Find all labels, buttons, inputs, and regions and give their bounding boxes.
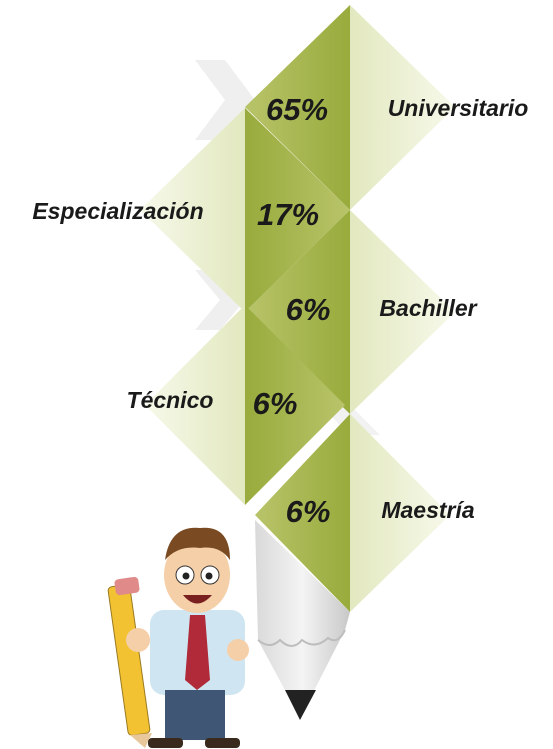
label: Especialización [32,198,203,224]
label: Universitario [388,95,529,121]
percent: 65% [266,92,328,127]
percent: 6% [286,292,331,327]
label: Maestría [381,497,475,523]
percent: 6% [286,494,331,529]
percent: 17% [257,197,319,232]
percent: 6% [253,386,298,421]
label: Técnico [127,387,214,413]
page: {"items": [ {"label": "Universitario", "… [0,0,553,749]
infographic: 65% Universitario 17% Especialización 6%… [0,0,553,749]
label: Bachiller [379,295,477,321]
character [108,528,249,748]
